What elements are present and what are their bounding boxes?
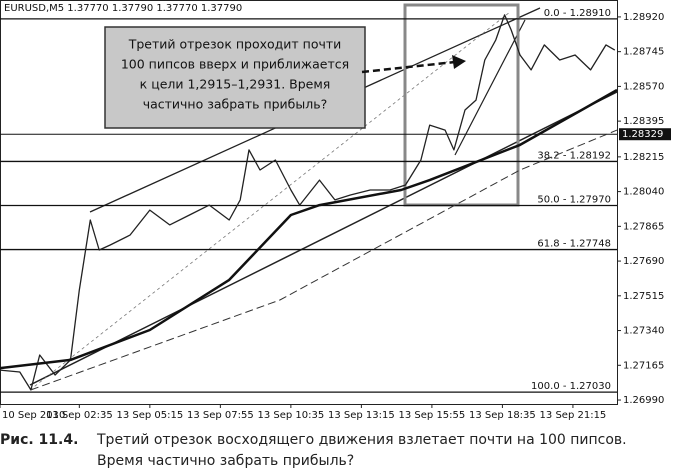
y-tick-label: 1.27515 bbox=[623, 291, 664, 302]
annotation-text: частично забрать прибыль? bbox=[143, 97, 328, 112]
annotation-text: к цели 1,2915–1,2931. Время bbox=[140, 77, 331, 92]
fib-label: 61.8 - 1.27748 bbox=[537, 239, 611, 250]
y-tick-label: 1.27865 bbox=[623, 221, 664, 232]
fib-label: 38.2 - 1.28192 bbox=[537, 150, 611, 161]
price-line bbox=[0, 88, 618, 370]
fib-label: 50.0 - 1.27970 bbox=[537, 194, 611, 205]
price-line bbox=[30, 129, 618, 391]
fib-label: 0.0 - 1.28910 bbox=[544, 8, 611, 19]
x-tick-label: 13 Sep 21:15 bbox=[540, 410, 607, 421]
y-tick-label: 1.27340 bbox=[623, 326, 664, 337]
y-tick-label: 1.27690 bbox=[623, 256, 664, 267]
arrow-head bbox=[452, 55, 466, 69]
x-tick-label: 13 Sep 05:15 bbox=[116, 410, 183, 421]
x-tick-label: 13 Sep 18:35 bbox=[469, 410, 536, 421]
x-tick-label: 13 Sep 07:55 bbox=[187, 410, 254, 421]
x-tick-label: 13 Sep 02:35 bbox=[46, 410, 113, 421]
caption-label: Рис. 11.4. bbox=[0, 432, 78, 448]
y-tick-label: 1.28570 bbox=[623, 81, 664, 92]
x-tick-label: 13 Sep 10:35 bbox=[257, 410, 324, 421]
current-price-label: 1.28329 bbox=[622, 129, 663, 140]
current-price-box bbox=[619, 128, 671, 141]
x-tick-label: 10 Sep 2010 bbox=[2, 410, 65, 421]
y-tick-label: 1.28215 bbox=[623, 152, 664, 163]
trend-line bbox=[454, 19, 526, 156]
chart-header: EURUSD,M5 1.37770 1.37790 1.37770 1.3779… bbox=[4, 3, 242, 14]
annotation-arrow bbox=[361, 60, 456, 74]
y-tick-label: 1.27165 bbox=[623, 360, 664, 371]
y-tick-label: 1.28745 bbox=[623, 47, 664, 58]
x-tick-label: 13 Sep 15:55 bbox=[399, 410, 466, 421]
y-tick-label: 1.28040 bbox=[623, 187, 664, 198]
caption-text: Время частично забрать прибыль? bbox=[97, 453, 354, 469]
y-tick-label: 1.28395 bbox=[623, 116, 664, 127]
annotation-text: Третий отрезок проходит почти bbox=[128, 37, 342, 52]
y-tick-label: 1.28920 bbox=[623, 12, 664, 23]
annotation-box bbox=[104, 26, 366, 129]
annotation-text: 100 пипсов вверх и приближается bbox=[121, 57, 349, 72]
caption-text: Третий отрезок восходящего движения взле… bbox=[96, 432, 627, 448]
price-line bbox=[0, 14, 616, 391]
x-tick-label: 13 Sep 13:15 bbox=[328, 410, 395, 421]
y-tick-label: 1.26990 bbox=[623, 395, 664, 406]
fib-label: 100.0 - 1.27030 bbox=[531, 381, 611, 392]
